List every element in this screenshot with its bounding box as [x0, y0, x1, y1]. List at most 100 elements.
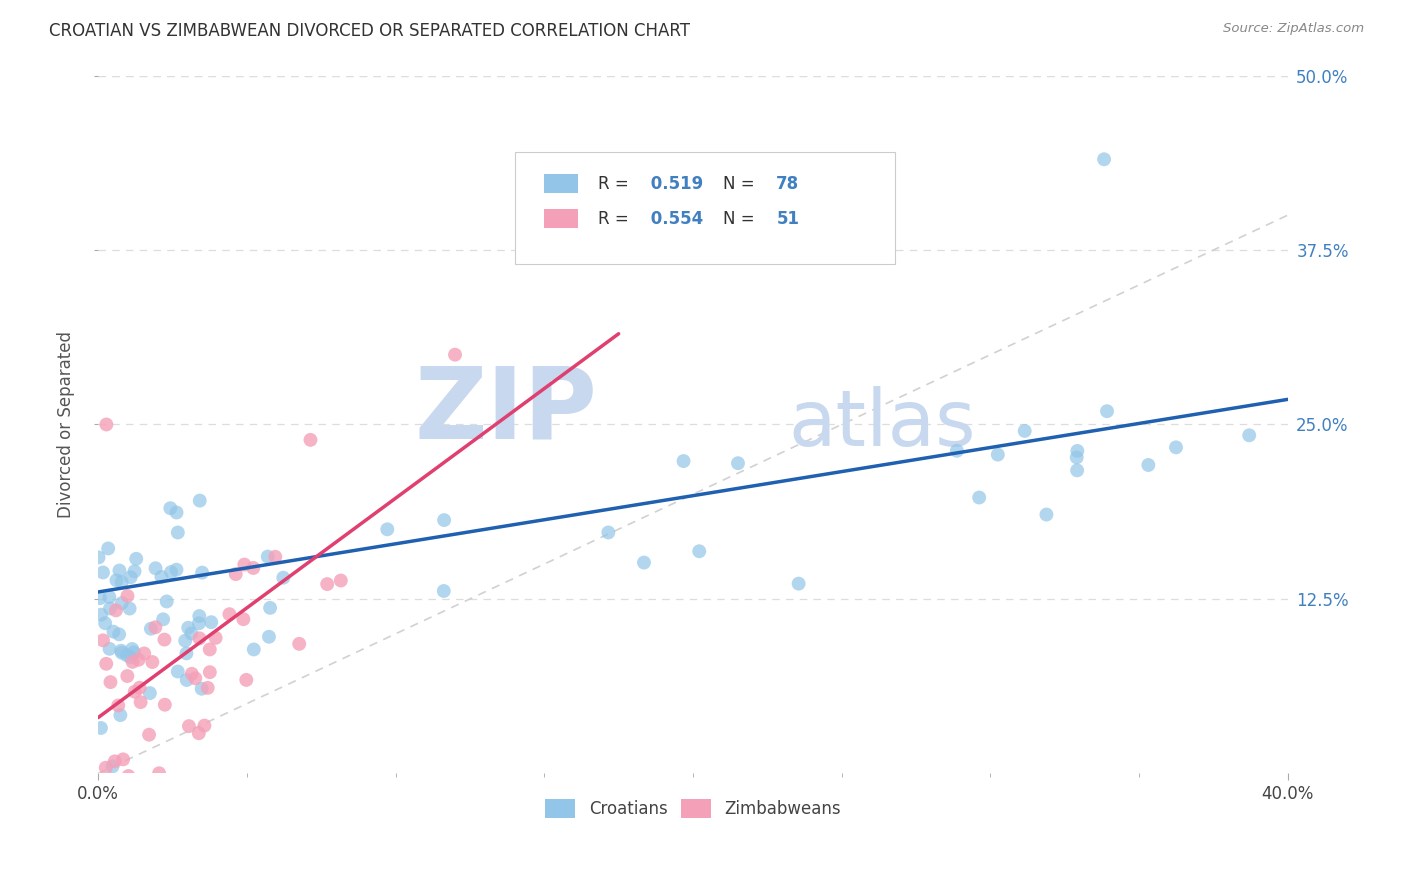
Point	[433, 513, 456, 527]
Point	[153, 632, 176, 647]
Point	[150, 570, 173, 584]
Point	[87, 550, 110, 565]
Point	[134, 647, 156, 661]
Point	[110, 794, 132, 808]
Point	[946, 443, 969, 458]
Point	[1035, 508, 1057, 522]
Point	[197, 681, 219, 695]
Point	[107, 698, 129, 713]
Point	[91, 566, 114, 580]
Point	[1137, 458, 1160, 472]
Point	[672, 454, 695, 468]
FancyBboxPatch shape	[544, 174, 578, 194]
Point	[1066, 444, 1088, 458]
Point	[688, 544, 710, 558]
Point	[184, 671, 207, 685]
Point	[111, 575, 134, 590]
Point	[160, 565, 183, 579]
Point	[166, 506, 188, 520]
Point	[180, 666, 202, 681]
Point	[98, 641, 121, 656]
Point	[1092, 153, 1115, 167]
Text: atlas: atlas	[789, 386, 976, 462]
FancyBboxPatch shape	[515, 153, 896, 264]
Point	[188, 493, 211, 508]
Point	[1066, 450, 1088, 465]
Point	[375, 522, 398, 536]
Point	[1095, 404, 1118, 418]
Text: 0.554: 0.554	[645, 210, 703, 227]
Point	[90, 721, 112, 735]
Text: Source: ZipAtlas.com: Source: ZipAtlas.com	[1223, 22, 1364, 36]
Point	[122, 645, 145, 659]
Point	[117, 589, 139, 603]
Point	[111, 596, 134, 610]
Point	[108, 627, 131, 641]
Point	[218, 607, 240, 622]
Point	[727, 456, 749, 470]
Point	[177, 621, 200, 635]
Point	[633, 556, 655, 570]
Point	[90, 790, 112, 805]
FancyBboxPatch shape	[544, 209, 578, 228]
Point	[121, 655, 143, 669]
Point	[191, 566, 214, 580]
Point	[124, 564, 146, 578]
Text: 0.519: 0.519	[645, 175, 703, 193]
Point	[125, 551, 148, 566]
Point	[987, 448, 1010, 462]
Point	[200, 615, 222, 630]
Point	[94, 616, 117, 631]
Point	[90, 607, 112, 622]
Point	[233, 558, 256, 572]
Point	[299, 433, 322, 447]
Point	[91, 633, 114, 648]
Point	[98, 601, 121, 615]
Point	[111, 646, 134, 660]
Text: CROATIAN VS ZIMBABWEAN DIVORCED OR SEPARATED CORRELATION CHART: CROATIAN VS ZIMBABWEAN DIVORCED OR SEPAR…	[49, 22, 690, 40]
Point	[136, 794, 159, 808]
Text: 51: 51	[776, 210, 799, 227]
Point	[98, 590, 121, 604]
Point	[259, 600, 281, 615]
Point	[187, 726, 209, 740]
Point	[787, 576, 810, 591]
Point	[104, 603, 127, 617]
Text: N =: N =	[723, 175, 759, 193]
Point	[176, 646, 198, 660]
Point	[110, 643, 132, 657]
Point	[141, 655, 163, 669]
Point	[967, 491, 990, 505]
Point	[257, 630, 280, 644]
Point	[288, 637, 311, 651]
Point	[598, 525, 620, 540]
Point	[96, 657, 118, 671]
Point	[316, 577, 339, 591]
Point	[243, 642, 266, 657]
Point	[97, 541, 120, 556]
Point	[187, 616, 209, 631]
Point	[188, 632, 211, 646]
Legend: Croatians, Zimbabweans: Croatians, Zimbabweans	[538, 792, 848, 824]
Point	[145, 620, 167, 634]
Point	[118, 601, 141, 615]
Point	[156, 594, 179, 608]
Point	[232, 612, 254, 626]
Point	[177, 719, 200, 733]
Point	[115, 648, 138, 663]
Point	[124, 684, 146, 698]
Point	[1014, 424, 1036, 438]
Point	[180, 626, 202, 640]
Point	[166, 563, 188, 577]
Point	[100, 675, 122, 690]
Point	[159, 501, 181, 516]
Point	[174, 633, 197, 648]
Point	[198, 642, 221, 657]
Point	[139, 622, 162, 636]
Point	[101, 759, 124, 773]
Point	[444, 348, 467, 362]
Point	[188, 609, 211, 624]
Point	[128, 653, 150, 667]
Point	[176, 673, 198, 687]
Point	[193, 718, 215, 732]
